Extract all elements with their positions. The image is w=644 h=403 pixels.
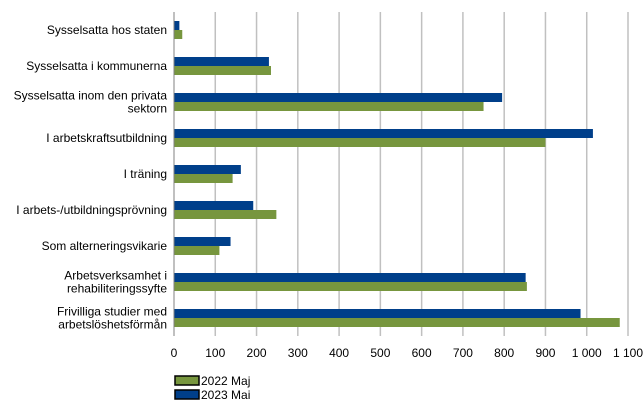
- legend-label-0: 2022 Maj: [201, 374, 250, 388]
- x-tick-label-9: 900: [535, 346, 555, 360]
- x-tick-label-8: 800: [494, 346, 514, 360]
- bar-2023-mai-6: [174, 237, 231, 246]
- x-tick-label-5: 500: [370, 346, 390, 360]
- bar-2023-mai-8: [174, 309, 581, 318]
- x-tick-label-6: 600: [412, 346, 432, 360]
- bar-2023-mai-5: [174, 201, 254, 210]
- category-label-3: I arbetskraftsutbildning: [46, 131, 167, 145]
- bar-2023-mai-2: [174, 93, 503, 102]
- category-label-line: Frivilliga studier med: [57, 305, 167, 319]
- category-label-line: arbetslöshetsförmån: [58, 318, 167, 332]
- category-label-line: Som alterneringsvikarie: [42, 239, 168, 253]
- category-label-6: Som alterneringsvikarie: [42, 239, 168, 253]
- bar-2022-maj-0: [174, 30, 183, 39]
- category-label-line: Sysselsatta hos staten: [47, 23, 167, 37]
- category-labels: Sysselsatta hos staten Sysselsatta i komm…: [14, 23, 168, 332]
- category-label-line: Sysselsatta inom den privata: [14, 89, 168, 103]
- bar-2022-maj-5: [174, 210, 277, 219]
- x-tick-label-7: 700: [453, 346, 473, 360]
- category-label-4: I träning: [124, 167, 167, 181]
- category-label-5: I arbets-/utbildningsprövning: [16, 203, 167, 217]
- legend-label-1: 2023 Mai: [201, 388, 250, 402]
- x-tick-label-4: 400: [329, 346, 349, 360]
- category-label-line: I arbets-/utbildningsprövning: [16, 203, 167, 217]
- bar-2023-mai-3: [174, 129, 593, 138]
- bar-2023-mai-1: [174, 57, 269, 66]
- category-label-8: Frivilliga studier med arbetslöshetsförmå…: [57, 305, 167, 332]
- bar-2023-mai-7: [174, 273, 526, 282]
- category-label-7: Arbetsverksamhet i rehabiliteringssyfte: [64, 269, 167, 296]
- category-label-2: Sysselsatta inom den privata sektorn: [14, 89, 168, 116]
- legend-swatch-0: [174, 375, 200, 386]
- category-label-line: I träning: [124, 167, 167, 181]
- legend-swatch-1: [174, 389, 200, 400]
- bar-2022-maj-4: [174, 174, 233, 183]
- category-label-line: Sysselsatta i kommunerna: [26, 59, 167, 73]
- category-label-0: Sysselsatta hos staten: [47, 23, 167, 37]
- category-label-line: I arbetskraftsutbildning: [46, 131, 167, 145]
- x-tick-label-0: 0: [171, 346, 178, 360]
- bar-2022-maj-6: [174, 246, 220, 255]
- x-tick-label-2: 200: [247, 346, 267, 360]
- bar-2022-maj-3: [174, 138, 546, 147]
- bar-2022-maj-7: [174, 282, 527, 291]
- x-tick-labels: 0 100 200 300 400 500 600 700 800 900 1 000 1 100: [171, 346, 644, 360]
- category-label-line: rehabiliteringssyfte: [67, 282, 167, 296]
- x-tick-label-3: 300: [288, 346, 308, 360]
- category-label-line: Arbetsverksamhet i: [64, 269, 167, 283]
- category-label-line: sektorn: [128, 102, 167, 116]
- category-label-1: Sysselsatta i kommunerna: [26, 59, 167, 73]
- bar-2023-mai-4: [174, 165, 241, 174]
- bar-2022-maj-8: [174, 318, 620, 327]
- bar-2022-maj-1: [174, 66, 271, 75]
- bars: [174, 21, 620, 327]
- x-tick-label-1: 100: [205, 346, 225, 360]
- bar-2022-maj-2: [174, 102, 484, 111]
- bar-2023-mai-0: [174, 21, 180, 30]
- x-tick-label-10: 1 000: [572, 346, 602, 360]
- x-tick-label-11: 1 100: [613, 346, 643, 360]
